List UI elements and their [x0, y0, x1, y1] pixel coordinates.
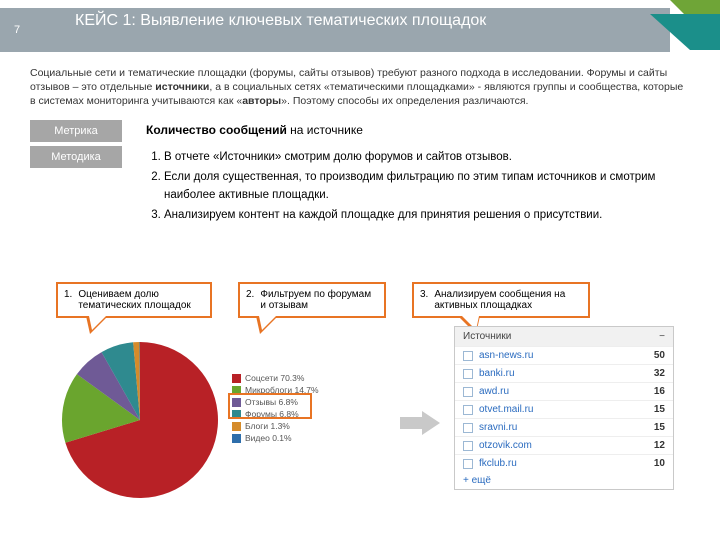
- callout-1: 1.Оцениваем долю тематических площадок: [56, 282, 212, 318]
- callout-2: 2.Фильтруем по форумам и отзывам: [238, 282, 386, 318]
- source-row[interactable]: asn-news.ru50: [455, 346, 673, 364]
- page-title: КЕЙС 1: Выявление ключевых тематических …: [75, 11, 555, 30]
- method-tag: Методика: [30, 146, 122, 168]
- metric-value: Количество сообщений на источнике: [122, 120, 363, 142]
- source-count: 50: [654, 350, 665, 361]
- metric-tag: Метрика: [30, 120, 122, 142]
- checkbox[interactable]: [463, 459, 473, 469]
- legend-swatch: [232, 410, 241, 419]
- sources-panel: Источники − asn-news.ru50banki.ru32awd.r…: [454, 326, 674, 490]
- source-count: 16: [654, 386, 665, 397]
- source-name[interactable]: awd.ru: [479, 386, 654, 397]
- source-count: 32: [654, 368, 665, 379]
- source-name[interactable]: otzovik.com: [479, 440, 654, 451]
- method-list: В отчете «Источники» смотрим долю форумо…: [122, 146, 720, 226]
- callouts: 1.Оцениваем долю тематических площадок 2…: [0, 282, 720, 318]
- source-row[interactable]: fkclub.ru10: [455, 454, 673, 472]
- source-name[interactable]: fkclub.ru: [479, 458, 654, 469]
- source-count: 10: [654, 458, 665, 469]
- slide-header: КЕЙС 1: Выявление ключевых тематических …: [0, 0, 720, 58]
- source-count: 12: [654, 440, 665, 451]
- legend-swatch: [232, 374, 241, 383]
- legend-swatch: [232, 386, 241, 395]
- legend-swatch: [232, 422, 241, 431]
- corner-decor: [640, 0, 720, 60]
- method-item: Если доля существенная, то производим фи…: [164, 168, 720, 204]
- source-row[interactable]: sravni.ru15: [455, 418, 673, 436]
- method-item: Анализируем контент на каждой площадке д…: [164, 206, 720, 224]
- page-number: 7: [14, 24, 20, 36]
- legend-label: Микроблоги 14.7%: [245, 384, 319, 396]
- legend-row: Соцсети 70.3%: [232, 372, 319, 384]
- source-name[interactable]: banki.ru: [479, 368, 654, 379]
- legend-label: Форумы 6.8%: [245, 408, 299, 420]
- pie-legend: Соцсети 70.3%Микроблоги 14.7%Отзывы 6.8%…: [232, 372, 319, 444]
- method-item: В отчете «Источники» смотрим долю форумо…: [164, 148, 720, 166]
- source-name[interactable]: otvet.mail.ru: [479, 404, 654, 415]
- source-count: 15: [654, 404, 665, 415]
- source-count: 15: [654, 422, 665, 433]
- legend-label: Видео 0.1%: [245, 432, 292, 444]
- legend-row: Видео 0.1%: [232, 432, 319, 444]
- checkbox[interactable]: [463, 387, 473, 397]
- legend-label: Блоги 1.3%: [245, 420, 290, 432]
- sources-more-link[interactable]: + ещё: [455, 472, 673, 489]
- source-row[interactable]: awd.ru16: [455, 382, 673, 400]
- arrow-icon: [396, 408, 444, 438]
- source-name[interactable]: asn-news.ru: [479, 350, 654, 361]
- chart-area: Соцсети 70.3%Микроблоги 14.7%Отзывы 6.8%…: [30, 330, 370, 530]
- legend-label: Отзывы 6.8%: [245, 396, 298, 408]
- sources-header: Источники −: [455, 327, 673, 346]
- intro-text: Социальные сети и тематические площадки …: [0, 58, 720, 114]
- checkbox[interactable]: [463, 423, 473, 433]
- sources-title: Источники: [463, 331, 511, 342]
- checkbox[interactable]: [463, 351, 473, 361]
- source-name[interactable]: sravni.ru: [479, 422, 654, 433]
- checkbox[interactable]: [463, 441, 473, 451]
- collapse-icon[interactable]: −: [659, 331, 665, 342]
- source-row[interactable]: otzovik.com12: [455, 436, 673, 454]
- callout-3: 3.Анализируем сообщения на активных площ…: [412, 282, 590, 318]
- source-row[interactable]: banki.ru32: [455, 364, 673, 382]
- pie-chart: [60, 340, 220, 500]
- legend-row: Отзывы 6.8%: [232, 396, 319, 408]
- legend-label: Соцсети 70.3%: [245, 372, 304, 384]
- legend-row: Форумы 6.8%: [232, 408, 319, 420]
- method-row: Методика В отчете «Источники» смотрим до…: [0, 146, 720, 226]
- legend-swatch: [232, 398, 241, 407]
- checkbox[interactable]: [463, 405, 473, 415]
- checkbox[interactable]: [463, 369, 473, 379]
- source-row[interactable]: otvet.mail.ru15: [455, 400, 673, 418]
- legend-row: Микроблоги 14.7%: [232, 384, 319, 396]
- legend-swatch: [232, 434, 241, 443]
- legend-row: Блоги 1.3%: [232, 420, 319, 432]
- metric-row: Метрика Количество сообщений на источник…: [0, 120, 720, 142]
